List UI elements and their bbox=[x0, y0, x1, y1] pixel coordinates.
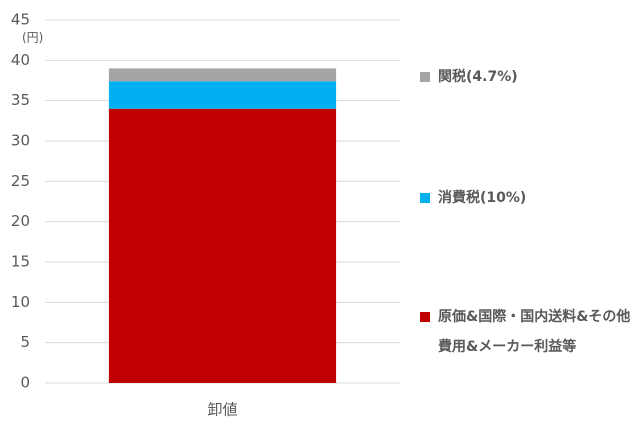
y-tick-label: 25 bbox=[11, 172, 30, 190]
legend-swatch bbox=[420, 193, 430, 203]
y-tick-label: 45 bbox=[11, 11, 30, 29]
legend-label: 関税(4.7%) bbox=[438, 69, 518, 85]
y-tick-label: 10 bbox=[11, 293, 30, 311]
y-tick-label: 20 bbox=[11, 212, 30, 230]
y-axis-label: (円) bbox=[22, 31, 43, 45]
y-tick-label: 35 bbox=[11, 91, 30, 109]
bar-segment bbox=[108, 68, 337, 82]
bar-segment bbox=[108, 81, 337, 109]
y-tick-label: 5 bbox=[20, 333, 30, 351]
y-tick-label: 15 bbox=[11, 253, 30, 271]
legend-swatch bbox=[420, 72, 430, 82]
legend-label: 原価&国際・国内送料&その他費用&メーカー利益等 bbox=[438, 309, 631, 355]
bar-segment bbox=[108, 108, 337, 383]
y-tick-label: 40 bbox=[11, 51, 30, 69]
legend-entry: 原価&国際・国内送料&その他費用&メーカー利益等 bbox=[420, 302, 638, 362]
legend-entry: 関税(4.7%) bbox=[420, 62, 638, 92]
legend-swatch bbox=[420, 312, 430, 322]
y-tick-label: 30 bbox=[11, 132, 30, 150]
legend-label: 消費税(10%) bbox=[438, 190, 527, 206]
legend-entry: 消費税(10%) bbox=[420, 183, 638, 213]
x-tick-label: 卸値 bbox=[207, 401, 237, 419]
y-tick-label: 0 bbox=[20, 374, 30, 392]
